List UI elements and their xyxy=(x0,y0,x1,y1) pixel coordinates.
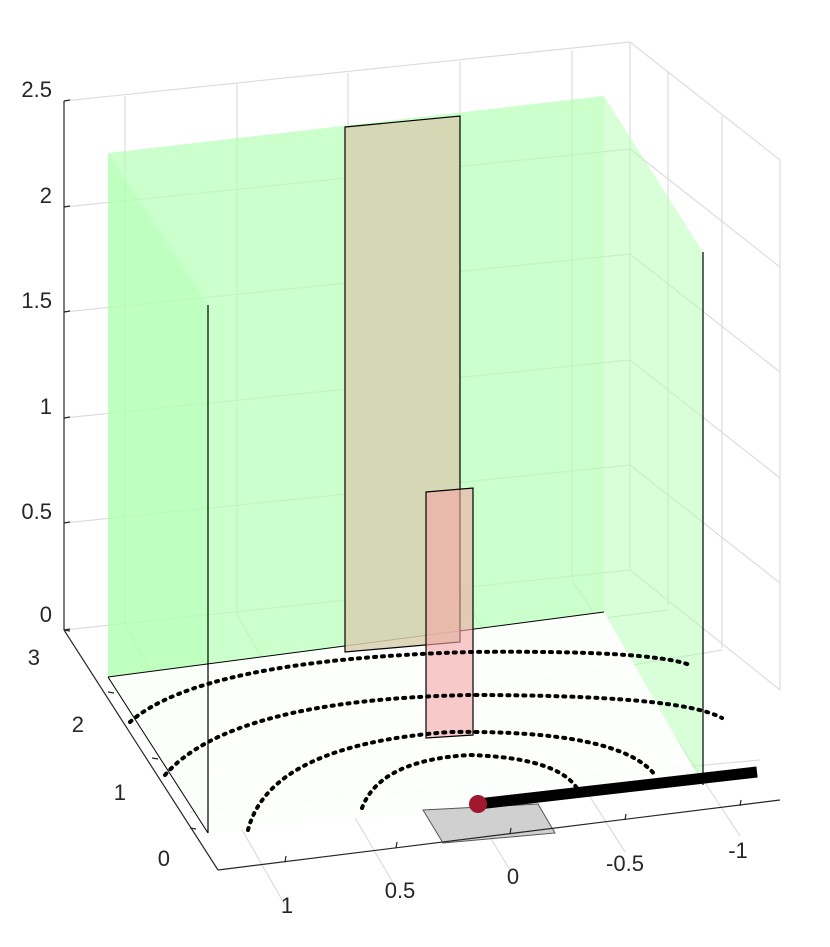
y-tick-label: 2 xyxy=(72,712,84,737)
z-tick-label: 0 xyxy=(40,602,52,627)
y-tick-labels: 3 2 1 0 xyxy=(28,645,170,871)
rod xyxy=(477,766,758,810)
arc-4 xyxy=(128,649,692,724)
x-tick-label: -0.5 xyxy=(606,851,644,876)
x-tick-labels: 1 0.5 0 -0.5 -1 xyxy=(281,838,748,918)
marker-point xyxy=(469,795,487,813)
z-tick-label: 0.5 xyxy=(21,499,52,524)
x-tick-label: 0 xyxy=(507,864,519,889)
y-axis-line xyxy=(63,629,219,871)
arc-3 xyxy=(163,692,724,777)
arc-2 xyxy=(246,729,657,832)
z-tick-label: 1.5 xyxy=(21,288,52,313)
axes xyxy=(63,99,781,871)
y-tick-label: 3 xyxy=(28,645,40,670)
z-tick-label: 2.5 xyxy=(21,77,52,102)
x-axis-line xyxy=(217,799,781,871)
x-tick-label: 0.5 xyxy=(385,878,416,903)
short-panel xyxy=(425,487,474,739)
z-tick-label: 2 xyxy=(40,183,52,208)
y-tick-label: 1 xyxy=(114,780,126,805)
z-tick-labels: 2.5 2 1.5 1 0.5 0 xyxy=(21,77,52,627)
floor-patch xyxy=(422,803,556,844)
x-tick-label: 1 xyxy=(281,893,293,918)
z-tick-label: 1 xyxy=(40,394,52,419)
x-tick-label: -1 xyxy=(728,838,748,863)
floor-white xyxy=(108,612,703,833)
left-floor-edge xyxy=(107,676,209,834)
left-wall xyxy=(108,153,208,833)
arc-1 xyxy=(360,752,580,810)
y-tick-label: 0 xyxy=(158,846,170,871)
floor-arcs xyxy=(128,649,724,832)
